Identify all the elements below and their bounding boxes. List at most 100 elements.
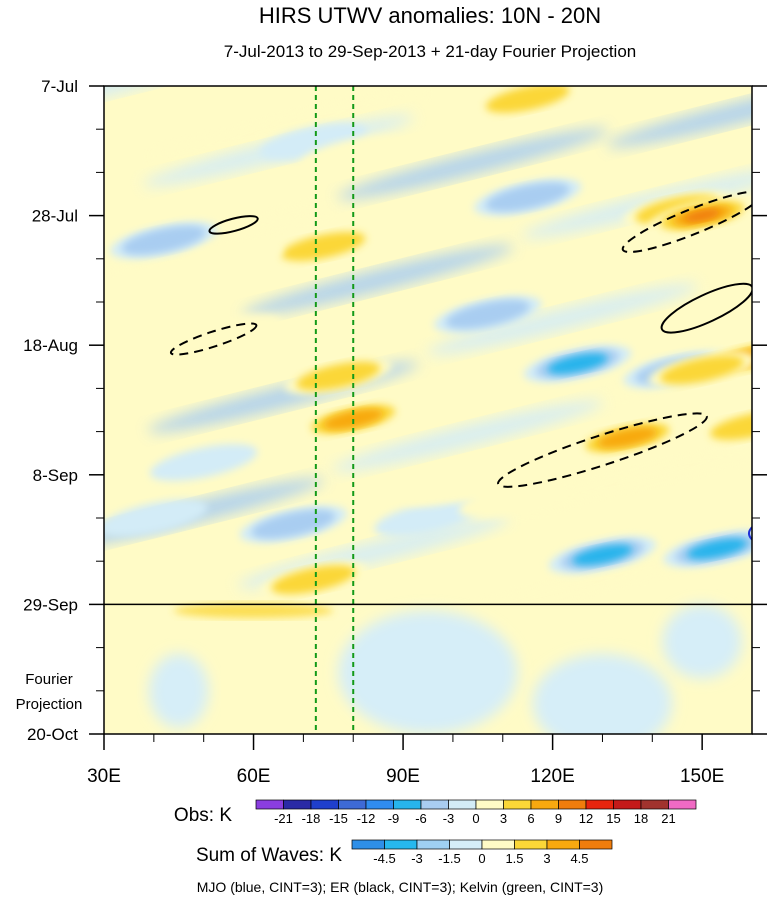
- colorbar-box: [338, 799, 367, 810]
- y-tick-label: 18-Aug: [23, 336, 78, 355]
- colorbar-box: [613, 799, 642, 810]
- chart-title: HIRS UTWV anomalies: 10N - 20N: [259, 3, 601, 28]
- projection-cool-region: [662, 604, 743, 679]
- cold-anomaly: [374, 499, 482, 537]
- projection-cool-region: [338, 610, 518, 734]
- colorbar-box: [514, 839, 548, 850]
- plot-frame: [103, 85, 753, 735]
- er-contour-positive: [208, 215, 259, 235]
- anomaly-field: [104, 86, 752, 627]
- colorbar-tick-label: 6: [527, 811, 534, 826]
- warm-anomaly: [459, 481, 567, 518]
- x-tick-label: 120E: [530, 766, 574, 787]
- colorbar-box: [420, 799, 449, 810]
- colorbar-box: [640, 799, 669, 810]
- cold-anomaly: [687, 538, 748, 560]
- warm-anomaly: [281, 232, 366, 261]
- legend-footer: MJO (blue, CINT=3); ER (black, CINT=3); …: [197, 879, 604, 895]
- warm-anomaly: [271, 565, 356, 595]
- field-streak: [152, 89, 424, 161]
- warm-anomaly: [296, 361, 381, 391]
- colorbar-box: [351, 839, 385, 850]
- y-tick-label: 29-Sep: [23, 595, 78, 614]
- er-contour-negative: [621, 190, 752, 254]
- colorbar-tick-label: 12: [579, 811, 593, 826]
- obs-colorbar-label: Obs: K: [174, 805, 232, 826]
- er-contour-positive: [660, 282, 752, 334]
- warm-anomaly: [485, 86, 570, 113]
- colorbar-box: [384, 839, 418, 850]
- reference-lines: [314, 86, 355, 734]
- warm-anomaly: [399, 468, 507, 506]
- colorbar-box: [558, 799, 587, 810]
- colorbar-tick-label: 9: [555, 811, 562, 826]
- colorbar-tick-label: -9: [388, 811, 400, 826]
- colorbar-box: [449, 839, 483, 850]
- colorbar-box: [579, 839, 613, 850]
- x-tick-label: 30E: [87, 766, 121, 787]
- x-tick-label: 90E: [386, 766, 420, 787]
- cold-anomaly: [259, 123, 368, 160]
- obs-colorbar: Obs: K -21 -18 -15 -12 -9 -6 -3 0 3 6 9 12 15 18 21: [174, 799, 697, 826]
- cold-anomaly: [149, 444, 258, 481]
- colorbar-tick-label: -15: [329, 811, 348, 826]
- colorbar-tick-label: 15: [606, 811, 620, 826]
- colorbar-tick-label: -3: [443, 811, 455, 826]
- cold-anomaly: [445, 299, 530, 329]
- cold-anomaly: [547, 353, 608, 375]
- y-tick-label: 8-Sep: [33, 466, 78, 485]
- colorbar-tick-label: 3: [500, 811, 507, 826]
- projection-label-line1: Fourier: [25, 671, 73, 688]
- projection-cool-region: [148, 653, 209, 728]
- colorbar-tick-label: -6: [415, 811, 427, 826]
- field-streak: [427, 283, 699, 355]
- colorbar-box: [365, 799, 394, 810]
- waves-colorbar-label: Sum of Waves: K: [196, 845, 342, 866]
- chart-subtitle: 7-Jul-2013 to 29-Sep-2013 + 21-day Fouri…: [224, 42, 637, 61]
- y-tick-label: 20-Oct: [27, 725, 78, 744]
- warm-anomaly: [125, 548, 233, 586]
- colorbar-tick-label: 4.5: [570, 851, 588, 866]
- colorbar-tick-label: 21: [661, 811, 675, 826]
- colorbar-box: [393, 799, 422, 810]
- field-streak: [606, 86, 752, 148]
- waves-colorbar: Sum of Waves: K -4.5 -3 -1.5 0 1.5 3 4.5: [196, 839, 613, 866]
- colorbar-box: [503, 799, 532, 810]
- y-tick-label: 28-Jul: [32, 207, 78, 226]
- field-streak: [242, 244, 514, 316]
- field-streak: [332, 400, 604, 472]
- colorbar-tick-label: 18: [634, 811, 648, 826]
- colorbar-tick-label: 3: [543, 851, 550, 866]
- colorbar-box: [481, 839, 515, 850]
- field-streak: [516, 439, 752, 511]
- projection-warm-region: [173, 603, 334, 618]
- colorbar-box: [475, 799, 504, 810]
- colorbar-box: [668, 799, 697, 810]
- field-streak: [337, 128, 609, 200]
- plot-area: [104, 86, 752, 734]
- cold-anomaly: [251, 509, 336, 539]
- x-tick-label: 60E: [237, 766, 271, 787]
- colorbar-tick-label: 0: [478, 851, 485, 866]
- x-axis: 30E 60E 90E 120E 150E: [87, 734, 724, 787]
- x-tick-label: 150E: [680, 766, 724, 787]
- colorbar-tick-label: -18: [302, 811, 321, 826]
- colorbar-tick-label: -3: [411, 851, 423, 866]
- mjo-contour: [748, 526, 752, 541]
- colorbar-tick-label: -1.5: [438, 851, 460, 866]
- cold-anomaly: [121, 225, 206, 255]
- warm-anomaly: [683, 209, 721, 222]
- colorbar-tick-label: -4.5: [373, 851, 395, 866]
- colorbar-box: [585, 799, 614, 810]
- projection-cool-region: [532, 653, 673, 734]
- warm-anomaly: [174, 240, 283, 278]
- colorbar-tick-label: -12: [357, 811, 376, 826]
- y-axis: 7-Jul 28-Jul 18-Aug 8-Sep 29-Sep 20-Oct: [23, 77, 767, 744]
- projection-field: [104, 603, 752, 734]
- colorbar-box: [416, 839, 450, 850]
- colorbar-box: [255, 799, 284, 810]
- colorbar-tick-label: 1.5: [505, 851, 523, 866]
- cold-anomaly: [485, 182, 570, 212]
- colorbar-tick-label: -21: [274, 811, 293, 826]
